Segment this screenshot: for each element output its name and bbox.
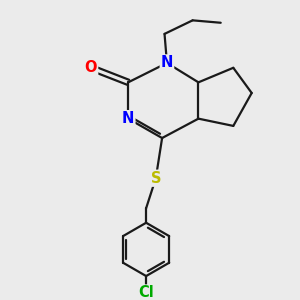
Text: O: O bbox=[85, 60, 97, 75]
Text: Cl: Cl bbox=[138, 286, 154, 300]
Text: N: N bbox=[122, 111, 134, 126]
Text: N: N bbox=[161, 56, 173, 70]
Text: S: S bbox=[151, 171, 161, 186]
